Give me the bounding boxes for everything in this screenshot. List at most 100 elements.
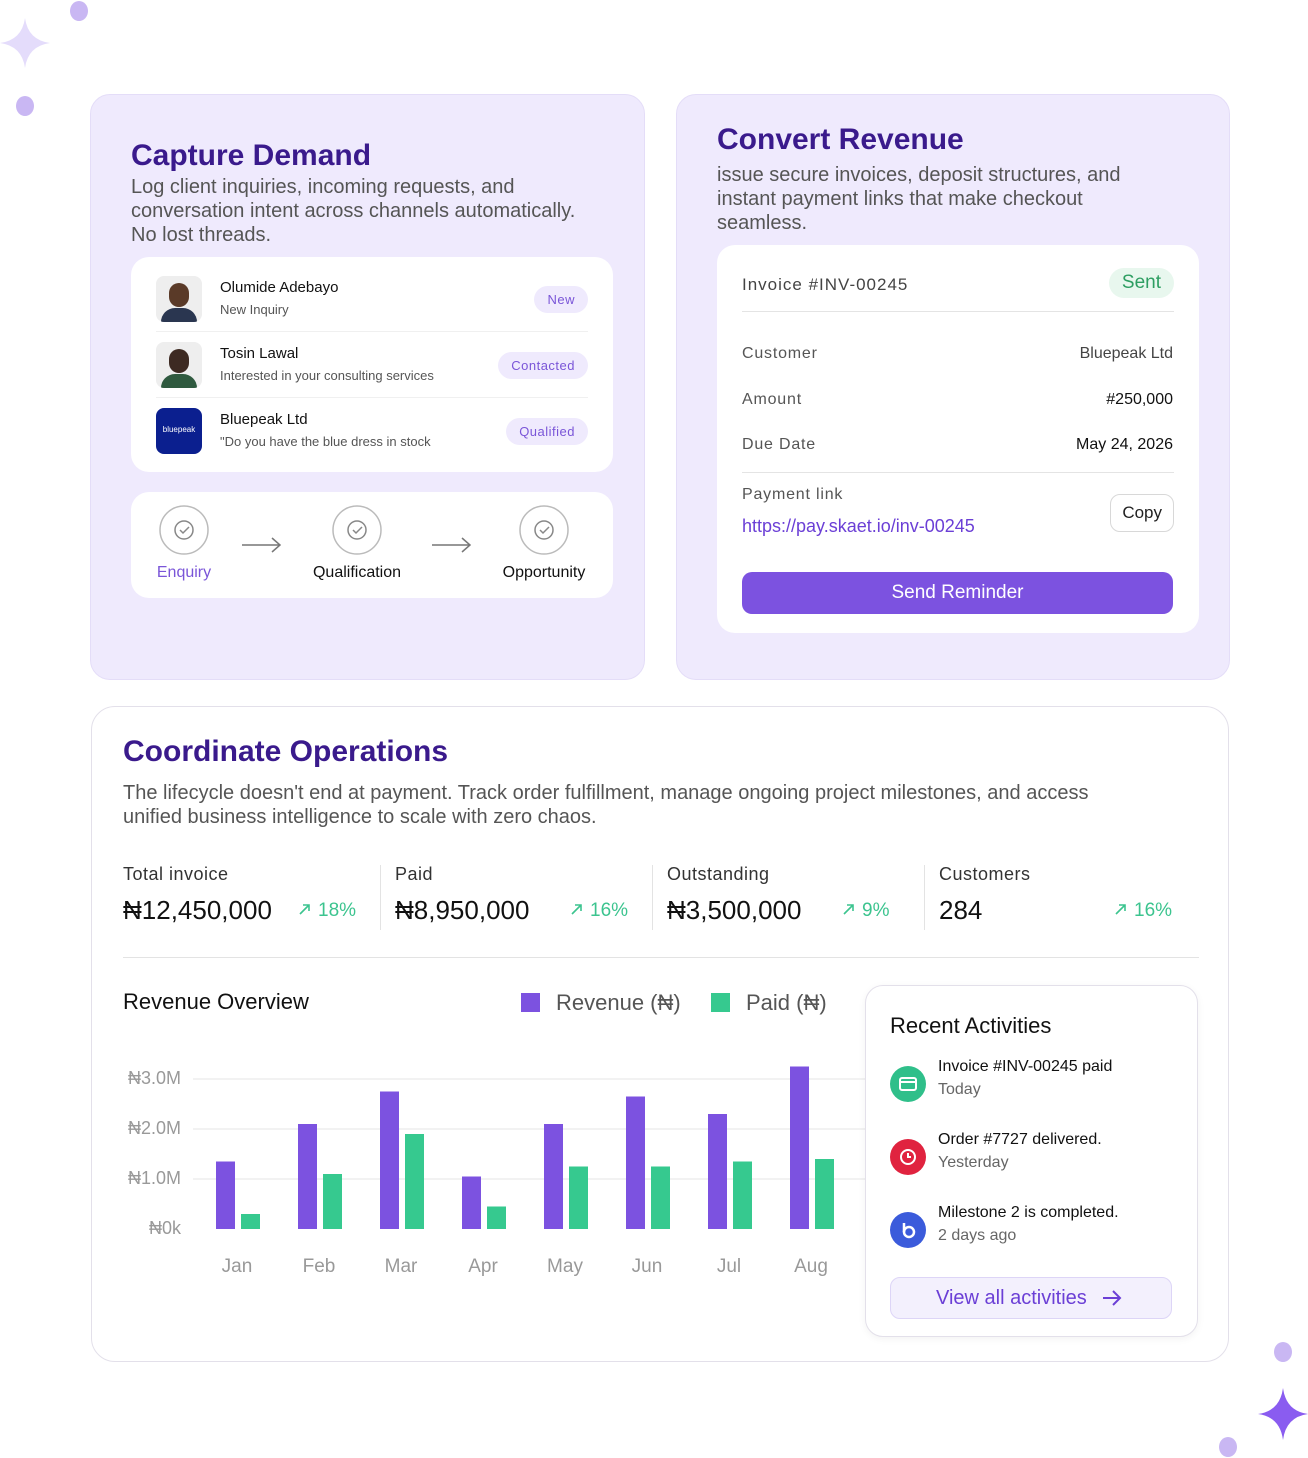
avatar-head <box>169 349 189 373</box>
status-badge: Qualified <box>506 418 588 445</box>
description-line: No lost threads. <box>131 224 272 246</box>
bar <box>216 1161 235 1229</box>
decoration <box>0 1 88 116</box>
divider <box>652 865 653 930</box>
button-label: View all activities <box>936 1287 1087 1309</box>
field-label: Payment link <box>742 486 844 503</box>
stat-label: Paid <box>395 864 434 884</box>
field-value: Bluepeak Ltd <box>1079 345 1173 362</box>
bar <box>462 1176 481 1229</box>
pipeline-step: Qualification <box>312 564 402 581</box>
y-tick-label: ₦1.0M <box>128 1168 181 1188</box>
lead-subtitle: Interested in your consulting services <box>220 368 434 383</box>
x-tick-label: Aug <box>794 1256 828 1277</box>
lead-name: Bluepeak Ltd <box>220 411 308 428</box>
x-tick-label: Mar <box>385 1256 418 1277</box>
description-line: unified business intelligence to scale w… <box>123 806 597 828</box>
activity-text: Milestone 2 is completed. <box>938 1204 1119 1221</box>
legend-swatch <box>711 993 730 1012</box>
x-tick-label: Jun <box>632 1256 663 1277</box>
field-label: Due Date <box>742 436 816 453</box>
decoration <box>1219 1342 1308 1457</box>
field-label: Amount <box>742 390 802 408</box>
activity-icon <box>890 1212 926 1248</box>
bar <box>790 1066 809 1229</box>
avatar-body <box>161 374 197 388</box>
card-title: Convert Revenue <box>717 123 964 156</box>
status-badge: New <box>534 286 588 313</box>
trend-icon <box>299 904 310 915</box>
x-tick-label: Feb <box>303 1256 336 1277</box>
avatar-head <box>169 283 189 307</box>
legend-label: Paid (₦) <box>746 990 827 1015</box>
field-label: Customer <box>742 345 818 362</box>
activity-time: Yesterday <box>938 1154 1009 1171</box>
trend-icon <box>571 904 582 915</box>
avatar <box>156 342 202 388</box>
x-tick-label: May <box>547 1256 583 1277</box>
divider <box>156 397 588 398</box>
trend-icon <box>1115 904 1126 915</box>
bar <box>626 1096 645 1229</box>
divider <box>742 311 1174 312</box>
copy-button[interactable]: Copy <box>1110 494 1174 532</box>
status-badge: Sent <box>1108 268 1174 298</box>
y-tick-label: ₦3.0M <box>128 1068 181 1088</box>
payment-link[interactable]: https://pay.skaet.io/inv-00245 <box>742 516 975 536</box>
bar <box>380 1091 399 1229</box>
divider <box>924 865 925 930</box>
y-tick-label: ₦2.0M <box>128 1118 181 1138</box>
logo-text: bluepeak <box>162 425 196 434</box>
capture-card: Capture Demand Log client inquiries, inc… <box>90 94 645 680</box>
lead-subtitle: New Inquiry <box>220 302 289 317</box>
x-tick-label: Jul <box>717 1256 741 1277</box>
bar <box>487 1206 506 1229</box>
stat-change: 16% <box>1114 900 1172 922</box>
bar <box>241 1214 260 1229</box>
divider <box>156 331 588 332</box>
chart-title: Revenue Overview <box>123 989 309 1014</box>
bar <box>733 1161 752 1229</box>
icon <box>890 1212 926 1248</box>
bar <box>323 1174 342 1229</box>
activity-time: Today <box>938 1081 981 1098</box>
x-tick-label: Apr <box>468 1256 498 1277</box>
invoice-card: Invoice #INV-00245 Sent Payment link htt… <box>717 245 1199 633</box>
description-line: issue secure invoices, deposit structure… <box>717 164 1121 186</box>
avatar-body <box>161 308 197 322</box>
description-line: Log client inquiries, incoming requests,… <box>131 176 515 198</box>
trend-icon <box>843 904 854 915</box>
stat-label: Total invoice <box>123 864 229 884</box>
bar <box>708 1114 727 1229</box>
bar <box>569 1166 588 1229</box>
icon <box>890 1139 926 1175</box>
card-description: Log client inquiries, incoming requests,… <box>131 175 575 247</box>
avatar <box>156 276 202 322</box>
activities-title: Recent Activities <box>890 1013 1052 1038</box>
view-all-button[interactable]: View all activities <box>890 1277 1172 1319</box>
stat-value: ₦3,500,000 <box>667 895 802 925</box>
stat-change: 16% <box>570 900 628 922</box>
stat-change: 9% <box>842 900 889 922</box>
field-value: May 24, 2026 <box>1076 436 1173 453</box>
description-line: conversation intent across channels auto… <box>131 200 576 222</box>
pipeline-step: Opportunity <box>502 564 586 581</box>
x-tick-label: Jan <box>222 1256 253 1277</box>
divider <box>742 472 1174 473</box>
lead-name: Tosin Lawal <box>220 345 299 362</box>
activities-card: Recent Activities View all activities In… <box>865 985 1198 1337</box>
pipeline-graphics <box>159 505 569 555</box>
card-description: issue secure invoices, deposit structure… <box>717 163 1121 235</box>
send-reminder-button[interactable]: Send Reminder <box>742 572 1173 614</box>
description-line: instant payment links that make checkout <box>717 188 1083 210</box>
avatar: bluepeak <box>156 408 202 454</box>
field-value: #250,000 <box>1106 390 1173 408</box>
activity-icon <box>890 1139 926 1175</box>
chart: Revenue Overview ₦0k ₦1.0M ₦2.0M ₦3.0M Reven… <box>123 989 865 1277</box>
convert-card: Convert Revenue issue secure invoices, d… <box>676 94 1230 680</box>
lead-name: Olumide Adebayo <box>220 279 339 296</box>
divider <box>380 865 381 930</box>
bar <box>544 1124 563 1229</box>
lead-subtitle: "Do you have the blue dress in stock <box>220 434 431 449</box>
